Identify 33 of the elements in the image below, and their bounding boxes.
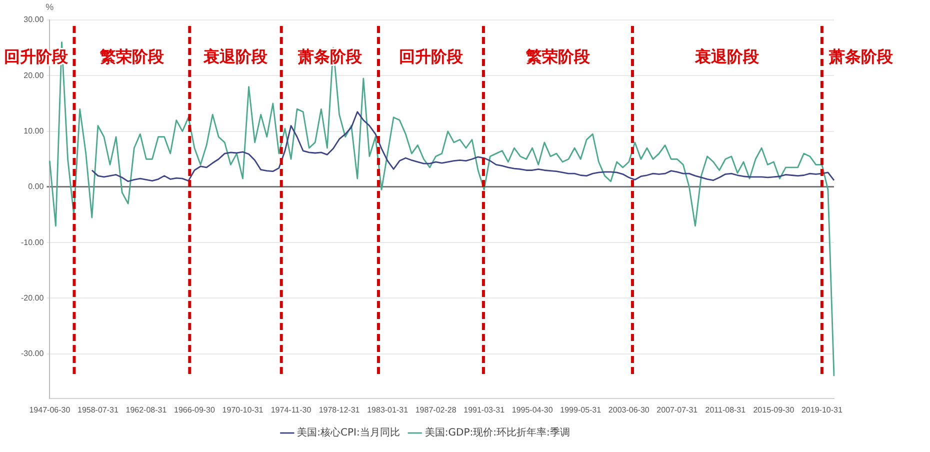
x-tick-label: 2003-06-30 — [608, 405, 650, 414]
y-tick-label: -20.00 — [20, 293, 44, 302]
x-tick-label: 2019-10-31 — [801, 405, 843, 414]
annotation: 衰退阶段 — [202, 47, 269, 66]
x-tick-label: 1995-04-30 — [512, 405, 554, 414]
annotation: 回升阶段 — [398, 48, 464, 66]
y-tick-label: 20.00 — [24, 70, 44, 80]
y-axis-title: % — [46, 2, 54, 12]
x-tick-label: 1991-03-31 — [464, 405, 506, 414]
y-tick-label: -10.00 — [20, 238, 44, 247]
x-tick-label: 1962-08-31 — [126, 405, 168, 414]
x-tick-label: 1947-06-30 — [29, 405, 71, 414]
x-tick-label: 1999-05-31 — [560, 405, 602, 414]
y-tick-label: -30.00 — [20, 349, 44, 358]
x-tick-label: 1974-11-30 — [270, 405, 312, 414]
legend-label: 美国:GDP:现价:环比折年率:季调 — [424, 426, 570, 439]
x-tick-label: 2015-09-30 — [753, 405, 795, 414]
x-tick-label: 1958-07-31 — [77, 405, 119, 414]
x-tick-label: 1970-10-31 — [222, 405, 264, 414]
y-tick-label: 30.00 — [24, 15, 44, 24]
y-tick-label: 0.00 — [28, 182, 44, 192]
annotation: 萧条阶段 — [828, 48, 894, 66]
x-tick-label: 1966-09-30 — [174, 405, 216, 414]
annotation: 繁荣阶段 — [524, 48, 591, 66]
x-tick-label: 1987-02-28 — [415, 405, 457, 414]
x-tick-label: 2011-08-31 — [705, 405, 746, 414]
legend-label: 美国:核心CPI:当月同比 — [297, 426, 400, 439]
annotation: 繁荣阶段 — [98, 48, 165, 66]
x-tick-label: 1978-12-31 — [318, 405, 360, 414]
x-tick-label: 2007-07-31 — [656, 405, 698, 414]
y-tick-label: 10.00 — [24, 126, 44, 136]
annotation: 衰退阶段 — [694, 47, 760, 66]
x-tick-label: 1983-01-31 — [367, 405, 409, 414]
